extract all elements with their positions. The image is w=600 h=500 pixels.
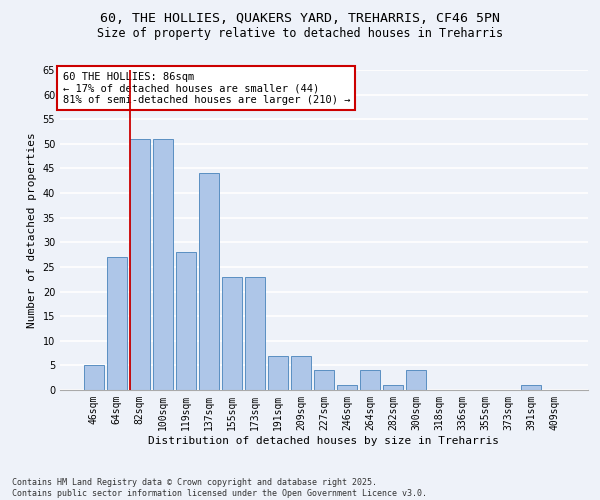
Text: 60, THE HOLLIES, QUAKERS YARD, TREHARRIS, CF46 5PN: 60, THE HOLLIES, QUAKERS YARD, TREHARRIS… [100,12,500,26]
Text: Contains HM Land Registry data © Crown copyright and database right 2025.
Contai: Contains HM Land Registry data © Crown c… [12,478,427,498]
Bar [222,277,242,390]
Bar [107,257,127,390]
Bar [406,370,426,390]
Text: 60 THE HOLLIES: 86sqm
← 17% of detached houses are smaller (44)
81% of semi-deta: 60 THE HOLLIES: 86sqm ← 17% of detached … [62,72,350,105]
Bar [291,356,311,390]
Bar [176,252,196,390]
Y-axis label: Number of detached properties: Number of detached properties [27,132,37,328]
Bar [153,139,173,390]
Bar [314,370,334,390]
Bar [383,385,403,390]
X-axis label: Distribution of detached houses by size in Treharris: Distribution of detached houses by size … [149,436,499,446]
Bar [84,366,104,390]
Bar [268,356,288,390]
Bar [360,370,380,390]
Bar [521,385,541,390]
Text: Size of property relative to detached houses in Treharris: Size of property relative to detached ho… [97,28,503,40]
Bar [199,174,218,390]
Bar [337,385,357,390]
Bar [130,139,149,390]
Bar [245,277,265,390]
